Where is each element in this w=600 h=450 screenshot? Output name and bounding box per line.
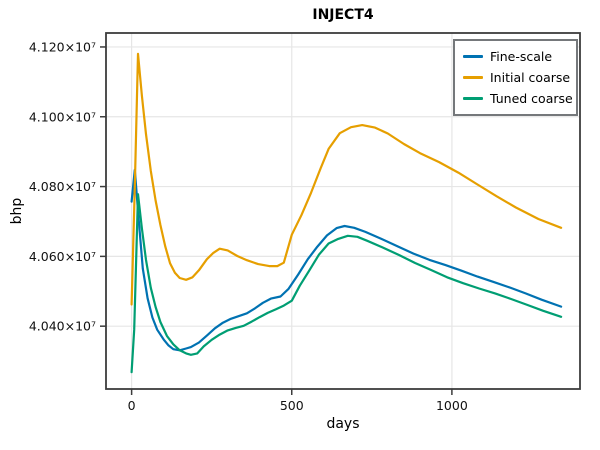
series-line-fine-scale bbox=[130, 168, 563, 352]
plot-frame bbox=[105, 32, 581, 390]
legend-label-tuned-coarse: Tuned coarse bbox=[490, 91, 573, 106]
legend-label-fine-scale: Fine-scale bbox=[490, 49, 553, 64]
y-axis-label: bhp bbox=[9, 197, 25, 225]
x-tick-label-1000: 1000 bbox=[436, 398, 468, 413]
x-tick-label-500: 500 bbox=[280, 398, 304, 413]
legend-entry-tuned-coarse: Tuned coarse bbox=[463, 91, 573, 106]
plot-title: INJECT4 bbox=[312, 7, 374, 23]
legend-line-swatch-initial-coarse bbox=[463, 76, 483, 79]
legend-entry-fine-scale: Fine-scale bbox=[463, 49, 568, 64]
legend-label-initial-coarse: Initial coarse bbox=[490, 70, 571, 85]
legend: Fine-scale Initial coarse Tuned coarse bbox=[453, 39, 578, 116]
legend-line-swatch-fine-scale bbox=[463, 55, 483, 58]
legend-entry-initial-coarse: Initial coarse bbox=[463, 70, 571, 85]
x-axis-label: days bbox=[326, 416, 360, 432]
y-tick-label-0: 4.040×10⁷ bbox=[29, 319, 96, 334]
y-tick-label-1: 4.060×10⁷ bbox=[29, 249, 96, 264]
x-tick-label-0: 0 bbox=[128, 398, 136, 413]
legend-line-swatch-tuned-coarse bbox=[463, 97, 483, 100]
y-tick-label-3: 4.100×10⁷ bbox=[29, 109, 96, 124]
y-tick-label-4: 4.120×10⁷ bbox=[29, 39, 96, 54]
y-tick-label-2: 4.080×10⁷ bbox=[29, 179, 96, 194]
series-line-initial-coarse bbox=[130, 52, 563, 306]
series-line-tuned-coarse bbox=[130, 193, 563, 374]
